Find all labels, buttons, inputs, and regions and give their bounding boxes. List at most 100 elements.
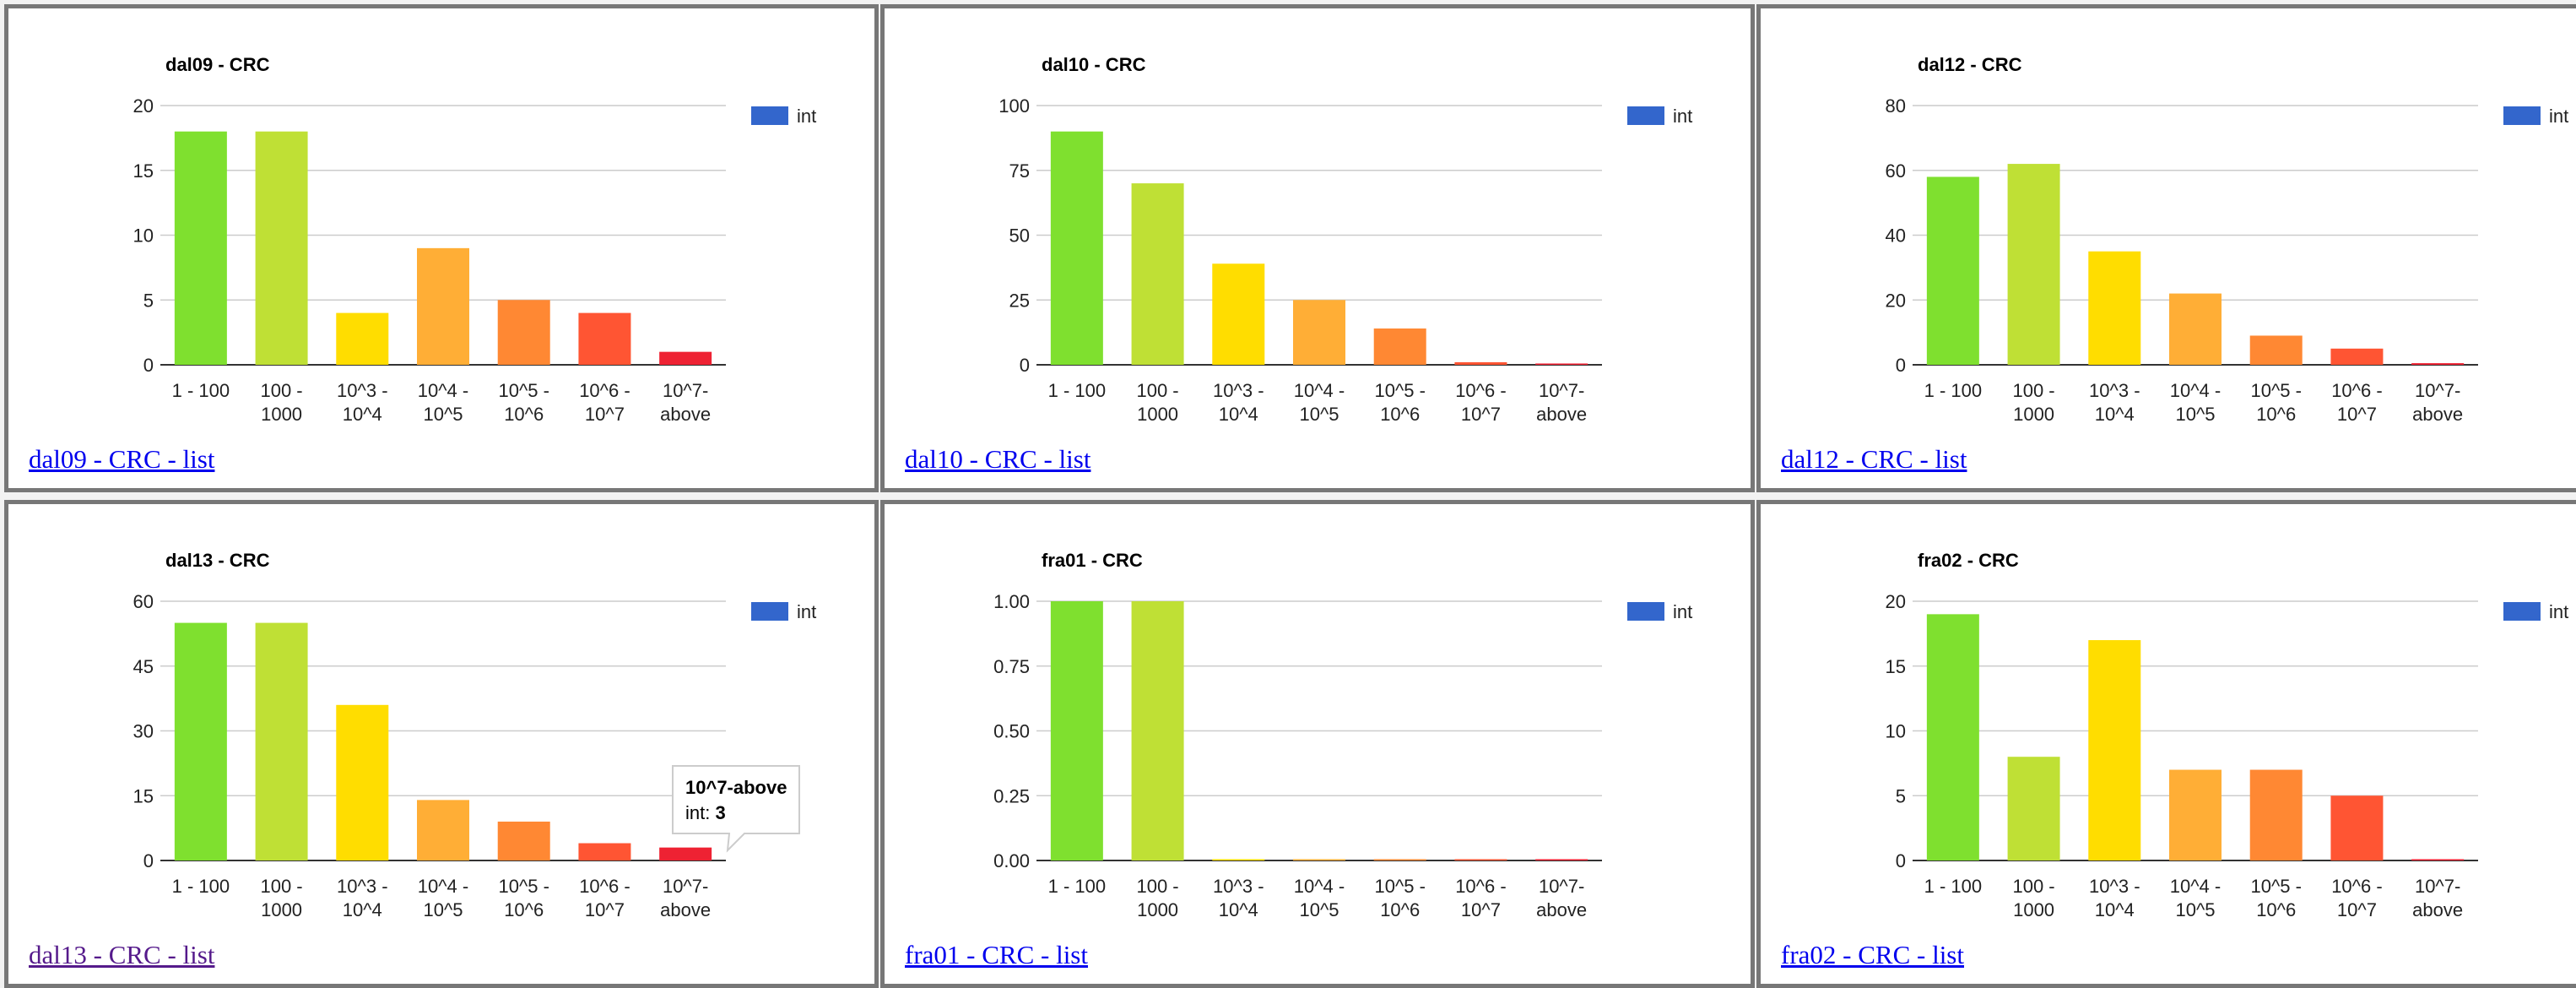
x-tick-label: 10^7 bbox=[585, 899, 625, 920]
x-tick-label: 10^5 - bbox=[2250, 380, 2301, 401]
y-tick-label: 0 bbox=[1896, 355, 1906, 376]
bar[interactable] bbox=[336, 312, 389, 365]
x-tick-label: 1000 bbox=[261, 899, 302, 920]
bar[interactable] bbox=[1293, 859, 1345, 860]
bar[interactable] bbox=[417, 247, 469, 365]
legend-swatch bbox=[751, 602, 788, 621]
x-tick-label: 10^4 - bbox=[418, 876, 468, 897]
chart-title: dal10 - CRC bbox=[1042, 54, 1146, 75]
x-tick-label: 10^5 bbox=[423, 404, 463, 425]
x-tick-label: 1 - 100 bbox=[172, 876, 230, 897]
y-tick-label: 5 bbox=[143, 290, 154, 311]
bar[interactable] bbox=[1293, 300, 1345, 365]
bar[interactable] bbox=[2330, 795, 2384, 860]
bar[interactable] bbox=[2169, 769, 2222, 860]
bar[interactable] bbox=[578, 312, 631, 365]
list-link[interactable]: fra01 - CRC - list bbox=[905, 940, 1088, 969]
bar[interactable] bbox=[659, 351, 712, 365]
bar[interactable] bbox=[2088, 251, 2141, 365]
list-link[interactable]: dal09 - CRC - list bbox=[29, 444, 215, 474]
bar[interactable] bbox=[2007, 757, 2060, 860]
list-link[interactable]: dal13 - CRC - list bbox=[29, 940, 215, 969]
y-tick-label: 20 bbox=[1886, 591, 1906, 612]
bar[interactable] bbox=[1373, 859, 1426, 860]
bar[interactable] bbox=[255, 131, 308, 365]
bar[interactable] bbox=[1050, 131, 1103, 365]
bar[interactable] bbox=[497, 300, 550, 365]
chart-panel: dal09 - CRC 0 5 10 15 20 1 - 100 100 - 1000 10^3 … bbox=[4, 4, 879, 492]
bar-chart: dal12 - CRC 0 20 40 60 80 1 - 100 100 - 1000 10^3… bbox=[1886, 54, 2569, 425]
x-tick-label: 10^3 - bbox=[1213, 876, 1264, 897]
bar[interactable] bbox=[659, 847, 712, 860]
bar[interactable] bbox=[1535, 859, 1588, 860]
x-tick-label: 10^7- bbox=[1539, 876, 1584, 897]
bar[interactable] bbox=[336, 704, 389, 860]
legend-swatch bbox=[1627, 602, 1664, 621]
bar[interactable] bbox=[1454, 859, 1507, 860]
bar[interactable] bbox=[2249, 769, 2303, 860]
y-tick-label: 0 bbox=[143, 355, 154, 376]
x-tick-label: 10^4 - bbox=[2170, 876, 2221, 897]
bar[interactable] bbox=[2169, 293, 2222, 365]
bar[interactable] bbox=[174, 622, 227, 860]
bar[interactable] bbox=[2411, 363, 2465, 365]
chart-grid: dal09 - CRC 0 5 10 15 20 1 - 100 100 -1000 10^3 … bbox=[4, 4, 2576, 988]
x-tick-label: 10^4 - bbox=[2170, 380, 2221, 401]
x-tick-label: 10^3 - bbox=[337, 380, 387, 401]
x-tick-label: 10^4 bbox=[1219, 899, 1258, 920]
chart-panel: fra02 - CRC 0 5 10 15 20 1 - 100 100 -1000 10^3 … bbox=[1756, 500, 2576, 988]
bar[interactable] bbox=[1212, 859, 1265, 860]
bar[interactable] bbox=[2088, 640, 2141, 860]
list-link[interactable]: dal12 - CRC - list bbox=[1781, 444, 1967, 474]
bar[interactable] bbox=[2007, 164, 2060, 365]
bar[interactable] bbox=[417, 800, 469, 860]
bar[interactable] bbox=[2330, 348, 2384, 365]
x-tick-label: 10^7 bbox=[1461, 899, 1501, 920]
bar[interactable] bbox=[2249, 335, 2303, 365]
bar[interactable] bbox=[1373, 328, 1426, 365]
x-tick-label: 100 - bbox=[1136, 380, 1178, 401]
tooltip-number: 3 bbox=[715, 802, 725, 823]
bar[interactable] bbox=[1131, 183, 1184, 365]
x-tick-label: 10^4 - bbox=[1294, 380, 1345, 401]
x-tick-label: above bbox=[2412, 899, 2463, 920]
x-tick-label: 1000 bbox=[1137, 404, 1178, 425]
list-link[interactable]: dal10 - CRC - list bbox=[905, 444, 1091, 474]
bar[interactable] bbox=[1050, 601, 1103, 860]
x-tick-label: 10^4 - bbox=[418, 380, 468, 401]
bar[interactable] bbox=[1535, 363, 1588, 365]
x-tick-label: 10^5 - bbox=[2250, 876, 2301, 897]
bar[interactable] bbox=[174, 131, 227, 365]
x-tick-label: above bbox=[1536, 899, 1587, 920]
bar[interactable] bbox=[1926, 176, 1979, 365]
bar[interactable] bbox=[1212, 263, 1265, 365]
bar[interactable] bbox=[497, 821, 550, 860]
x-tick-label: 10^7- bbox=[1539, 380, 1584, 401]
legend-swatch bbox=[751, 106, 788, 125]
y-tick-label: 1.00 bbox=[993, 591, 1030, 612]
y-tick-label: 15 bbox=[1886, 656, 1906, 677]
x-tick-label: 10^7 bbox=[1461, 404, 1501, 425]
x-tick-label: 10^5 bbox=[423, 899, 463, 920]
list-link[interactable]: fra02 - CRC - list bbox=[1781, 940, 1964, 969]
x-tick-label: 10^4 - bbox=[1294, 876, 1345, 897]
y-tick-label: 0 bbox=[143, 850, 154, 871]
y-tick-label: 15 bbox=[133, 160, 154, 182]
y-tick-label: 5 bbox=[1896, 785, 1906, 806]
bar[interactable] bbox=[578, 843, 631, 860]
tooltip-title: 10^7-above bbox=[685, 777, 787, 798]
x-tick-label: 10^7 bbox=[2337, 899, 2377, 920]
bar[interactable] bbox=[255, 622, 308, 860]
y-tick-label: 60 bbox=[133, 591, 154, 612]
x-tick-label: 10^7- bbox=[663, 876, 708, 897]
y-tick-label: 30 bbox=[133, 721, 154, 742]
bar[interactable] bbox=[2411, 859, 2465, 860]
y-tick-label: 0.25 bbox=[993, 785, 1030, 806]
bar[interactable] bbox=[1131, 601, 1184, 860]
x-tick-label: 10^5 - bbox=[1374, 876, 1425, 897]
y-tick-label: 20 bbox=[1886, 290, 1906, 311]
bar[interactable] bbox=[1926, 614, 1979, 860]
y-tick-label: 50 bbox=[1009, 225, 1030, 247]
x-tick-label: 10^5 - bbox=[1374, 380, 1425, 401]
bar[interactable] bbox=[1454, 361, 1507, 365]
